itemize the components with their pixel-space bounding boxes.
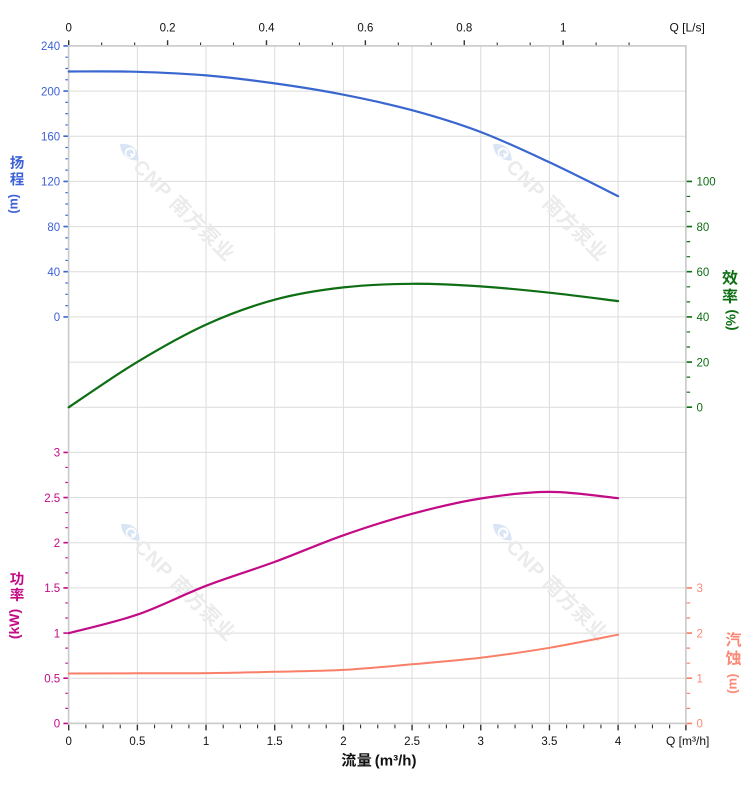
svg-text:(kW): (kW)	[6, 609, 22, 639]
svg-text:3.5: 3.5	[541, 736, 557, 748]
svg-text:0.5: 0.5	[44, 673, 60, 685]
svg-text:0: 0	[65, 736, 71, 748]
svg-text:(m³/h): (m³/h)	[375, 753, 417, 770]
svg-text:80: 80	[47, 222, 60, 234]
svg-text:80: 80	[697, 222, 710, 234]
svg-text:(m): (m)	[725, 674, 740, 694]
svg-text:2.5: 2.5	[44, 493, 60, 505]
svg-text:(m): (m)	[7, 194, 21, 213]
svg-text:40: 40	[47, 267, 60, 279]
svg-text:2: 2	[340, 736, 346, 748]
svg-text:0.8: 0.8	[456, 23, 472, 35]
svg-text:0: 0	[697, 402, 703, 414]
svg-text:3: 3	[54, 448, 60, 460]
svg-text:2: 2	[54, 538, 60, 550]
svg-text:1: 1	[697, 673, 703, 685]
svg-text:1: 1	[54, 628, 60, 640]
svg-text:1.5: 1.5	[267, 736, 283, 748]
svg-text:0.4: 0.4	[259, 23, 276, 35]
svg-text:200: 200	[41, 86, 60, 98]
svg-text:20: 20	[697, 357, 710, 369]
svg-text:4: 4	[615, 736, 622, 748]
svg-text:Q [L/s]: Q [L/s]	[670, 21, 705, 35]
svg-text:0: 0	[697, 719, 703, 731]
svg-text:0: 0	[54, 312, 60, 324]
svg-text:120: 120	[41, 177, 60, 189]
svg-text:Q [m³/h]: Q [m³/h]	[666, 734, 709, 748]
svg-text:0.6: 0.6	[357, 23, 373, 35]
svg-text:1: 1	[203, 736, 209, 748]
svg-text:40: 40	[697, 312, 710, 324]
svg-text:2.5: 2.5	[404, 736, 420, 748]
svg-text:240: 240	[41, 41, 60, 53]
svg-text:100: 100	[697, 177, 716, 189]
svg-text:0: 0	[65, 23, 71, 35]
svg-text:1.5: 1.5	[44, 583, 60, 595]
svg-text:3: 3	[477, 736, 483, 748]
svg-text:2: 2	[697, 628, 703, 640]
svg-text:1: 1	[560, 23, 566, 35]
svg-text:160: 160	[41, 131, 60, 143]
svg-text:0.5: 0.5	[129, 736, 145, 748]
svg-text:0.2: 0.2	[160, 23, 176, 35]
svg-text:60: 60	[697, 267, 710, 279]
svg-text:3: 3	[697, 583, 703, 595]
svg-text:0: 0	[54, 719, 60, 731]
svg-text:(%): (%)	[724, 310, 739, 331]
